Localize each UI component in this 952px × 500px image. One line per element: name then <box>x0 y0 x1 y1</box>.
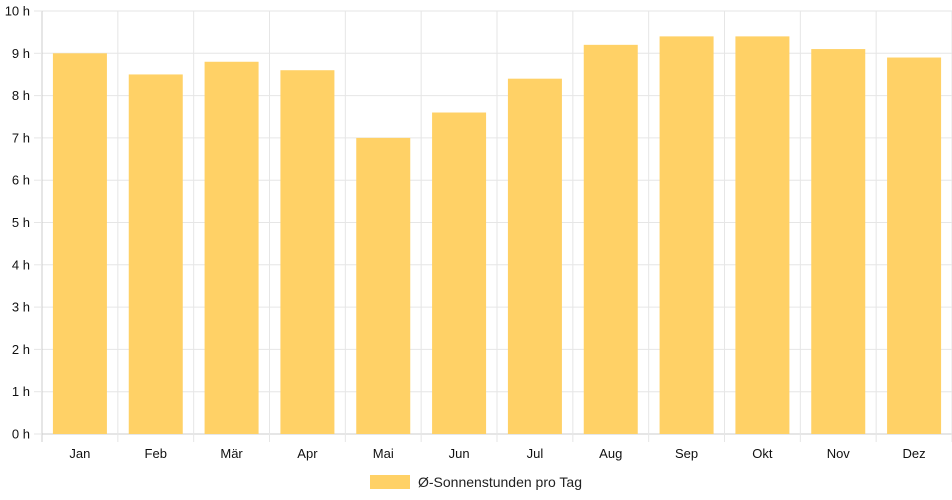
x-tick-label: Aug <box>599 446 622 461</box>
chart-grid <box>41 10 952 442</box>
y-tick-label: 7 h <box>12 130 30 145</box>
x-tick-label: Jul <box>527 446 544 461</box>
x-axis: Jan Feb Mär Apr Mai Jun Jul Aug Sep Okt Nov Dez <box>69 446 925 461</box>
x-tick-label: Mai <box>373 446 394 461</box>
y-axis: 0 h 1 h 2 h 3 h 4 h 5 h 6 h 7 h 8 h 9 h 10 h <box>5 4 42 442</box>
bar-okt[interactable] <box>735 36 790 434</box>
x-tick-label: Nov <box>827 446 851 461</box>
y-tick-label: 10 h <box>5 4 30 19</box>
bar-mär[interactable] <box>204 61 259 434</box>
y-tick-label: 8 h <box>12 88 30 103</box>
y-tick-label: 0 h <box>12 427 30 442</box>
x-tick-label: Dez <box>903 446 926 461</box>
x-tick-label: Feb <box>145 446 167 461</box>
y-tick-label: 5 h <box>12 215 30 230</box>
x-tick-label: Apr <box>297 446 318 461</box>
legend-label[interactable]: Ø-Sonnenstunden pro Tag <box>418 474 582 490</box>
bar-mai[interactable] <box>356 137 411 434</box>
x-tick-label: Jun <box>449 446 470 461</box>
y-tick-label: 1 h <box>12 384 30 399</box>
x-tick-label: Jan <box>69 446 90 461</box>
bar-sep[interactable] <box>659 36 714 434</box>
x-tick-label: Sep <box>675 446 698 461</box>
y-tick-label: 9 h <box>12 46 30 61</box>
bar-feb[interactable] <box>128 74 183 434</box>
y-tick-label: 2 h <box>12 342 30 357</box>
bar-jul[interactable] <box>507 78 562 435</box>
y-tick-label: 6 h <box>12 173 30 188</box>
bar-jun[interactable] <box>432 112 487 435</box>
bar-jan[interactable] <box>52 53 107 435</box>
y-tick-label: 4 h <box>12 257 30 272</box>
bar-aug[interactable] <box>583 44 638 435</box>
x-tick-label: Mär <box>220 446 243 461</box>
bar-nov[interactable] <box>811 49 866 434</box>
x-tick-label: Okt <box>752 446 773 461</box>
legend-swatch[interactable] <box>370 475 410 489</box>
chart-bars <box>52 36 942 435</box>
y-tick-label: 3 h <box>12 300 30 315</box>
bar-dez[interactable] <box>887 57 942 434</box>
chart-legend[interactable]: Ø-Sonnenstunden pro Tag <box>370 474 582 490</box>
bar-apr[interactable] <box>280 70 335 434</box>
